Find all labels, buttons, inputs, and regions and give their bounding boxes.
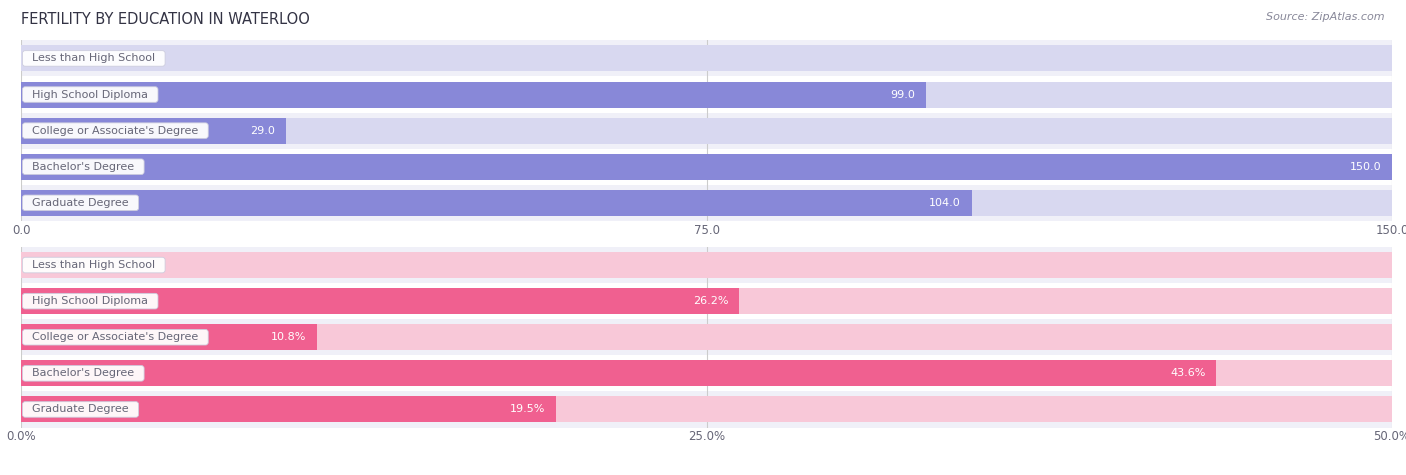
- Text: 104.0: 104.0: [929, 198, 960, 208]
- Text: 150.0: 150.0: [1350, 162, 1381, 172]
- Text: 19.5%: 19.5%: [509, 404, 544, 415]
- Bar: [21, 319, 1392, 355]
- Bar: [21, 288, 1392, 314]
- Text: Source: ZipAtlas.com: Source: ZipAtlas.com: [1267, 12, 1385, 22]
- Text: 0.0%: 0.0%: [38, 260, 66, 270]
- Bar: [21, 391, 1392, 428]
- Text: FERTILITY BY EDUCATION IN WATERLOO: FERTILITY BY EDUCATION IN WATERLOO: [21, 12, 309, 27]
- Bar: [21, 76, 1392, 113]
- Bar: [21, 154, 1392, 180]
- Text: Graduate Degree: Graduate Degree: [25, 198, 136, 208]
- Bar: [21, 185, 1392, 221]
- Text: High School Diploma: High School Diploma: [25, 296, 155, 306]
- Bar: [21, 247, 1392, 283]
- Bar: [21, 252, 1392, 278]
- Bar: [21, 283, 1392, 319]
- Text: Bachelor's Degree: Bachelor's Degree: [25, 162, 142, 172]
- Bar: [21, 355, 1392, 391]
- Bar: [21, 113, 1392, 149]
- Bar: [21, 118, 287, 143]
- Text: 43.6%: 43.6%: [1170, 368, 1205, 379]
- Bar: [21, 82, 1392, 107]
- Text: Less than High School: Less than High School: [25, 53, 162, 64]
- Bar: [21, 190, 972, 216]
- Bar: [21, 361, 1392, 386]
- Bar: [21, 118, 1392, 143]
- Bar: [21, 82, 927, 107]
- Text: College or Associate's Degree: College or Associate's Degree: [25, 332, 205, 342]
- Text: College or Associate's Degree: College or Associate's Degree: [25, 125, 205, 136]
- Text: Bachelor's Degree: Bachelor's Degree: [25, 368, 142, 379]
- Text: 26.2%: 26.2%: [693, 296, 728, 306]
- Text: 10.8%: 10.8%: [271, 332, 307, 342]
- Bar: [21, 154, 1392, 180]
- Text: 29.0: 29.0: [250, 125, 276, 136]
- Bar: [21, 397, 555, 422]
- Bar: [21, 397, 1392, 422]
- Text: High School Diploma: High School Diploma: [25, 89, 155, 100]
- Bar: [21, 361, 1216, 386]
- Bar: [21, 288, 740, 314]
- Bar: [21, 46, 1392, 71]
- Bar: [21, 149, 1392, 185]
- Text: Graduate Degree: Graduate Degree: [25, 404, 136, 415]
- Bar: [21, 190, 1392, 216]
- Text: 0.0: 0.0: [38, 53, 55, 64]
- Text: 99.0: 99.0: [890, 89, 915, 100]
- Bar: [21, 324, 1392, 350]
- Bar: [21, 40, 1392, 76]
- Bar: [21, 324, 318, 350]
- Text: Less than High School: Less than High School: [25, 260, 162, 270]
